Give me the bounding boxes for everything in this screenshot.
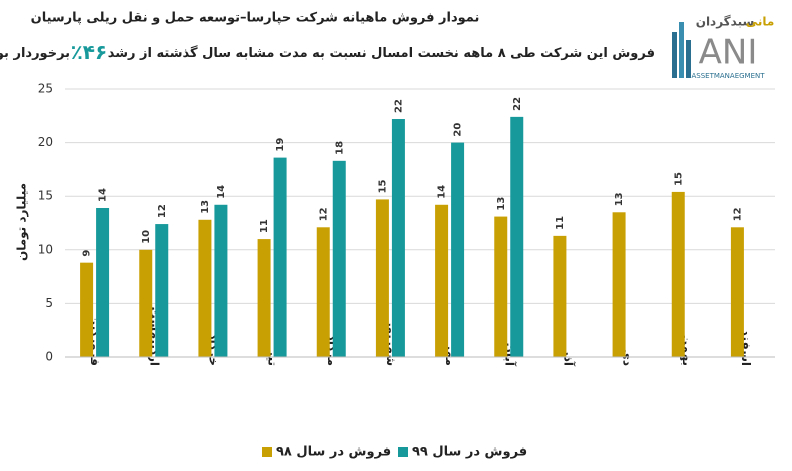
chart-title: نمودار فروش ماهیانه شرکت حپارسا–توسعه حم… <box>31 11 480 26</box>
value-label: 9 <box>82 250 93 257</box>
bar <box>553 235 567 357</box>
value-label: 12 <box>732 207 743 221</box>
value-label: 12 <box>157 204 168 218</box>
subtitle-highlight: ۴۶٪ <box>71 40 108 64</box>
logo-bar <box>679 22 684 78</box>
bar <box>494 216 508 357</box>
logo-name: سبدگردان <box>696 15 755 29</box>
bar <box>257 239 271 357</box>
bar <box>198 219 212 357</box>
y-tick-label: 15 <box>38 189 53 203</box>
value-label: 11 <box>259 219 270 233</box>
y-axis-label: میلیارد تومان <box>15 183 30 261</box>
bar <box>273 157 287 357</box>
bar <box>139 249 153 357</box>
value-label: 11 <box>555 216 566 230</box>
value-label: 15 <box>377 179 388 193</box>
value-label: 12 <box>318 207 329 221</box>
logo: سبدگردان مانی ANI ASSETMANAEGMENT <box>672 15 775 80</box>
value-label: 19 <box>275 138 286 152</box>
bar <box>96 207 110 357</box>
legend-swatch <box>262 447 272 457</box>
bar <box>730 227 744 357</box>
bar <box>451 142 465 357</box>
bar <box>391 119 405 358</box>
bar <box>214 204 228 357</box>
value-label: 13 <box>496 197 507 211</box>
value-label: 20 <box>453 123 464 137</box>
y-tick-label: 0 <box>45 350 53 364</box>
bar <box>332 160 346 357</box>
legend-swatch <box>398 447 408 457</box>
legend-label: فروش در سال ۹۹ <box>412 445 527 460</box>
bar <box>155 224 169 357</box>
logo-sub: ASSETMANAEGMENT <box>691 72 765 80</box>
bar <box>671 191 685 357</box>
value-label: 13 <box>200 200 211 214</box>
bar <box>435 204 449 357</box>
bar <box>80 262 94 357</box>
y-tick-label: 10 <box>38 242 53 256</box>
logo-bar <box>686 40 691 78</box>
value-label: 10 <box>141 230 152 244</box>
logo-bar <box>672 32 677 78</box>
value-label: 18 <box>334 141 345 155</box>
value-label: 22 <box>512 97 523 111</box>
bar <box>510 116 524 357</box>
value-label: 15 <box>673 172 684 186</box>
value-label: 14 <box>216 185 227 199</box>
value-label: 22 <box>393 99 404 113</box>
value-label: 14 <box>98 188 109 202</box>
subtitle-part: فروش این شرکت طی ۸ ماهه نخست امسال نسبت … <box>108 45 655 61</box>
y-tick-label: 20 <box>38 135 53 149</box>
bar <box>612 212 626 357</box>
bar <box>316 227 330 357</box>
y-tick-label: 5 <box>45 296 53 310</box>
legend-label: فروش در سال ۹۸ <box>276 445 391 460</box>
y-tick-label: 25 <box>38 82 53 96</box>
chart-subtitle: فروش این شرکت طی ۸ ماهه نخست امسال نسبت … <box>0 40 655 64</box>
logo-mark: ANI <box>699 33 758 73</box>
value-label: 13 <box>614 192 625 206</box>
value-label: 14 <box>437 185 448 199</box>
subtitle-part: برخوردار بوده است. <box>0 46 70 61</box>
bar <box>375 199 389 357</box>
logo-name2: مانی <box>746 15 775 29</box>
